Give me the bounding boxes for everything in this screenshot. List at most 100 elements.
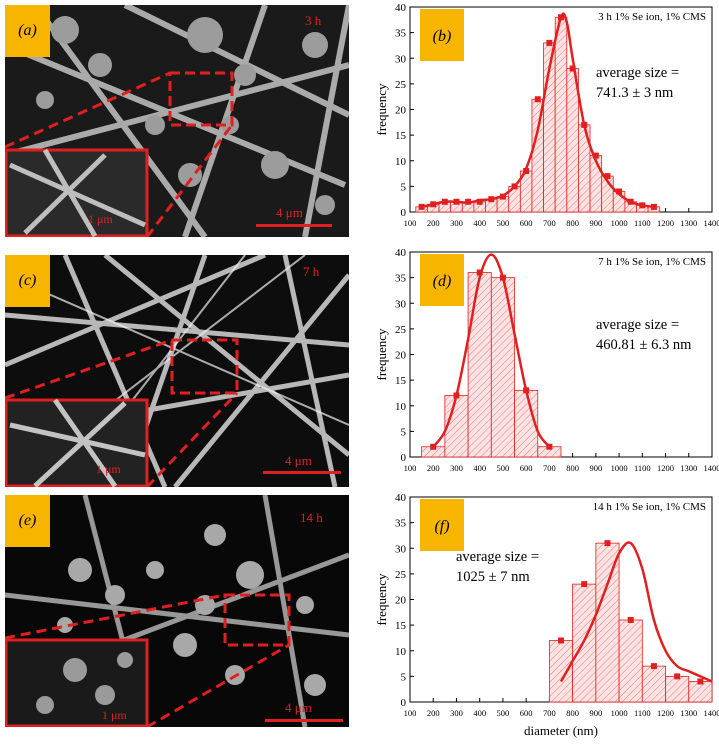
x-tick-label: 500	[497, 463, 510, 473]
x-axis-label: diameter (nm)	[524, 723, 598, 738]
data-point	[511, 183, 518, 190]
y-axis-label: frequency	[374, 328, 389, 380]
x-tick-label: 600	[520, 708, 533, 718]
histogram-bar	[589, 155, 603, 213]
scale-label-c: 4 μm	[285, 453, 312, 468]
data-point	[604, 540, 611, 547]
x-tick-label: 1300	[680, 218, 697, 228]
data-point	[453, 392, 460, 399]
data-point	[488, 196, 495, 203]
data-point	[569, 65, 576, 72]
y-tick-label: 25	[395, 324, 407, 336]
data-point	[441, 198, 448, 205]
panel-tag-box	[420, 9, 464, 61]
panel-tag: (b)	[433, 28, 452, 45]
scale-label-e: 4 μm	[285, 700, 312, 715]
x-tick-label: 900	[589, 708, 602, 718]
x-tick-label: 400	[473, 463, 486, 473]
y-tick-label: 40	[395, 492, 407, 504]
y-tick-label: 15	[395, 375, 407, 387]
x-tick-label: 200	[427, 463, 440, 473]
x-tick-label: 400	[473, 708, 486, 718]
x-tick-label: 700	[543, 708, 556, 718]
sem-image-a	[5, 5, 349, 237]
data-point	[581, 581, 588, 588]
average-size-annotation: average size =	[596, 65, 679, 81]
x-tick-label: 1100	[634, 218, 651, 228]
y-tick-label: 30	[395, 53, 407, 65]
average-size-annotation: average size =	[456, 549, 539, 565]
x-tick-label: 400	[473, 218, 486, 228]
data-point	[430, 443, 437, 450]
data-point	[546, 443, 553, 450]
y-tick-label: 20	[395, 595, 407, 607]
scale-bar-a	[256, 224, 332, 227]
x-tick-label: 700	[543, 463, 556, 473]
y-tick-label: 20	[395, 350, 407, 362]
data-point	[499, 274, 506, 281]
histogram-bar	[467, 272, 492, 458]
y-axis-label: frequency	[374, 83, 389, 135]
histogram-f: 0 5 10 15 20 25 30 35 40 100 200 300 400 500 600 700 800…	[374, 492, 719, 738]
scale-bar-e	[265, 719, 343, 722]
data-point	[430, 201, 437, 208]
data-point	[650, 203, 657, 210]
y-tick-label: 15	[395, 620, 407, 632]
x-tick-label: 100	[404, 463, 417, 473]
x-tick-label: 1000	[611, 218, 628, 228]
y-tick-label: 10	[395, 156, 407, 168]
data-point	[627, 617, 634, 623]
histogram-bar	[595, 542, 620, 703]
panel-tag: (f)	[434, 518, 449, 535]
x-tick-label: 500	[497, 218, 510, 228]
histogram-bar	[548, 640, 574, 703]
y-tick-label: 40	[395, 2, 407, 14]
sem-texture-c	[5, 255, 349, 487]
x-tick-label: 600	[520, 218, 533, 228]
sem-texture-e	[5, 495, 349, 727]
fit-curve	[421, 12, 655, 209]
panel-tag-box	[420, 499, 464, 551]
scale-bar-c	[263, 471, 341, 474]
x-tick-label: 700	[543, 218, 556, 228]
histogram-bar	[554, 16, 568, 213]
y-tick-label: 10	[395, 646, 407, 658]
sem-texture-a	[5, 5, 349, 237]
chart-title: 14 h 1% Se ion, 1% CMS	[593, 501, 706, 513]
data-point	[639, 202, 646, 209]
data-point	[581, 121, 588, 128]
x-tick-label: 1400	[704, 463, 719, 473]
y-tick-label: 40	[395, 247, 407, 259]
x-tick-label: 1400	[704, 708, 719, 718]
y-tick-label: 5	[401, 181, 407, 193]
data-point	[674, 673, 681, 680]
y-tick-label: 5	[401, 426, 407, 438]
panel-tag-e: (e)	[5, 495, 50, 547]
chart-title: 3 h 1% Se ion, 1% CMS	[598, 11, 706, 23]
data-point	[499, 193, 506, 200]
histogram-b: 0 5 10 15 20 25 30 35 40 100 200 300 400 500 600 700 800…	[374, 2, 719, 228]
y-tick-label: 0	[401, 697, 407, 709]
x-tick-label: 200	[427, 708, 440, 718]
x-tick-label: 1000	[611, 708, 628, 718]
x-tick-label: 200	[427, 218, 440, 228]
sem-image-c	[5, 255, 349, 487]
data-point	[592, 152, 599, 159]
x-tick-label: 1300	[680, 708, 697, 718]
y-tick-label: 25	[395, 569, 407, 581]
data-point	[558, 637, 564, 644]
fit-curve	[432, 253, 551, 448]
panel-tag-a: (a)	[5, 5, 50, 57]
average-size-annotation: 741.3 ± 3 nm	[596, 85, 674, 101]
y-tick-label: 30	[395, 298, 407, 310]
x-tick-label: 100	[404, 218, 417, 228]
y-tick-label: 0	[401, 207, 407, 219]
data-point	[534, 96, 541, 103]
x-tick-label: 800	[566, 708, 579, 718]
panel-tag-c: (c)	[5, 255, 50, 307]
y-tick-label: 20	[395, 105, 407, 117]
data-point	[465, 198, 472, 205]
histogram-bar	[641, 665, 666, 703]
data-point	[650, 663, 657, 670]
panel-tag-box	[420, 254, 464, 306]
